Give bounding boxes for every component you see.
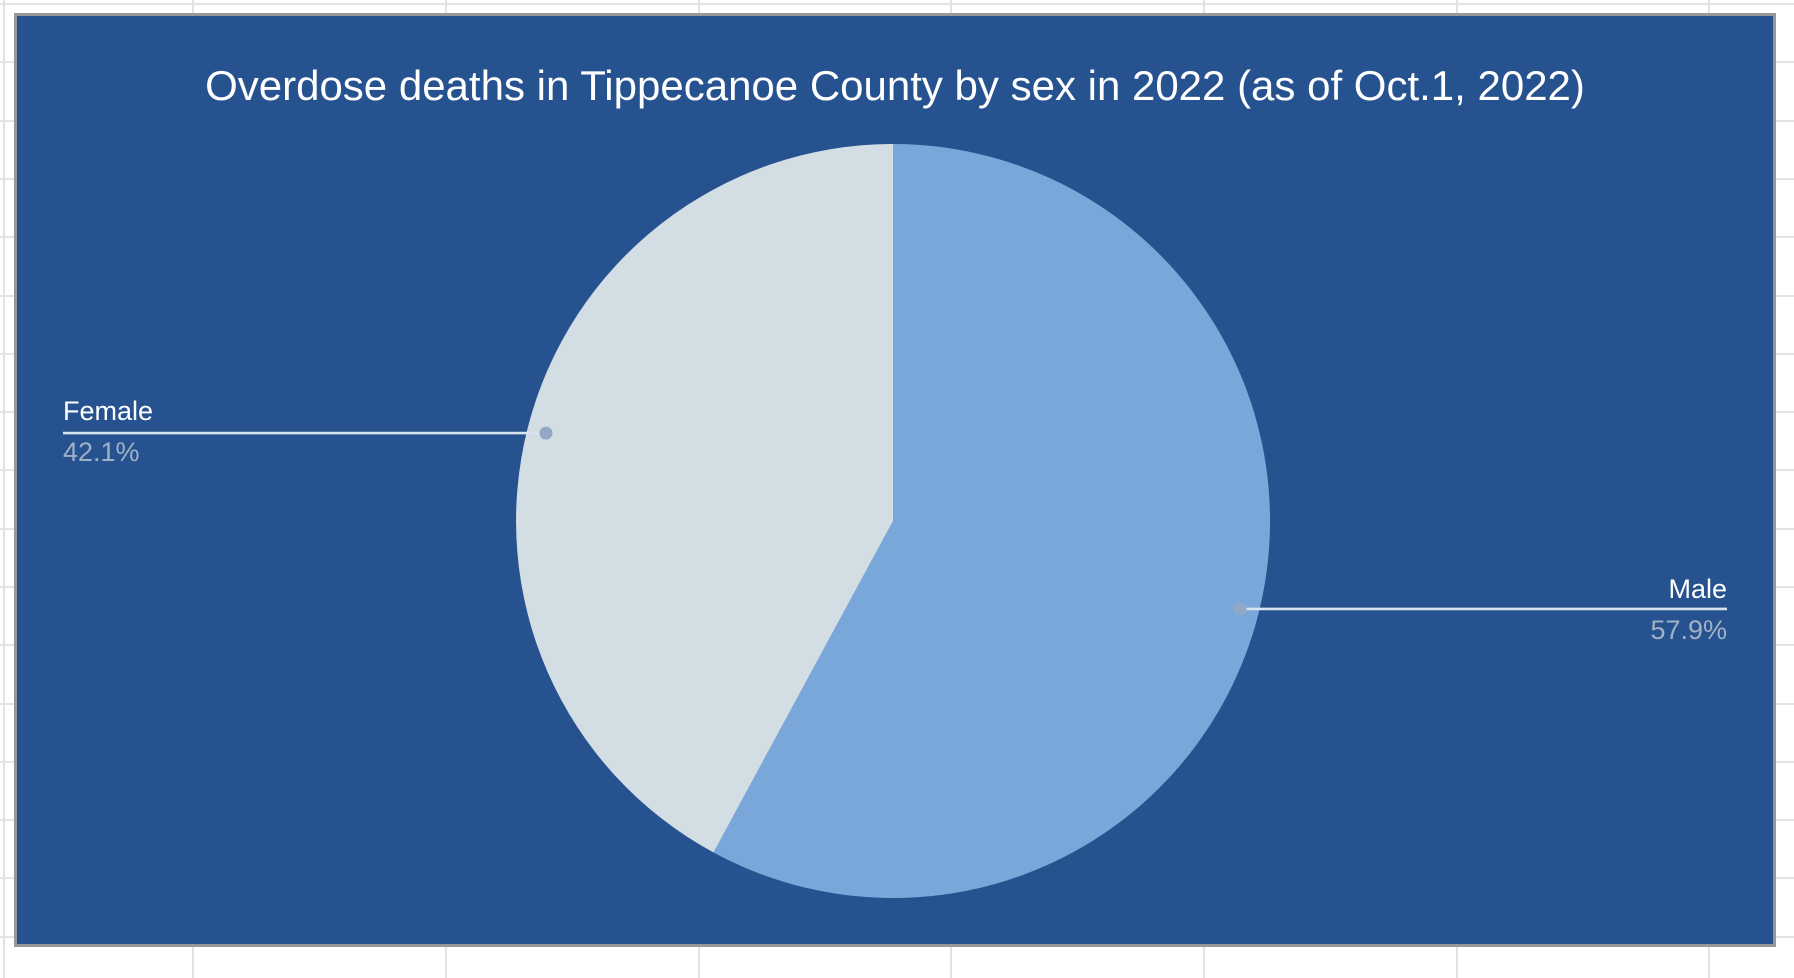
male-slice-percent: 57.9% bbox=[1650, 615, 1727, 645]
gridline-horizontal bbox=[0, 3, 1794, 5]
pie-slice-male[interactable] bbox=[713, 144, 1271, 899]
chart-title: Overdose deaths in Tippecanoe County by … bbox=[205, 62, 1585, 109]
embedded-chart[interactable]: Overdose deaths in Tippecanoe County by … bbox=[14, 13, 1776, 947]
female-slice-percent: 42.1% bbox=[63, 437, 140, 467]
leader-dot-male bbox=[1233, 602, 1247, 616]
gridline-vertical bbox=[3, 0, 5, 978]
callout-female: Female 42.1% bbox=[63, 395, 153, 469]
pie-chart[interactable] bbox=[17, 16, 1773, 944]
male-slice-label: Male bbox=[1668, 574, 1727, 604]
pie-slice-female[interactable] bbox=[516, 144, 893, 853]
female-slice-label: Female bbox=[63, 396, 154, 426]
leader-dot-female bbox=[539, 426, 553, 440]
callout-male: Male 57.9% bbox=[1650, 573, 1727, 647]
